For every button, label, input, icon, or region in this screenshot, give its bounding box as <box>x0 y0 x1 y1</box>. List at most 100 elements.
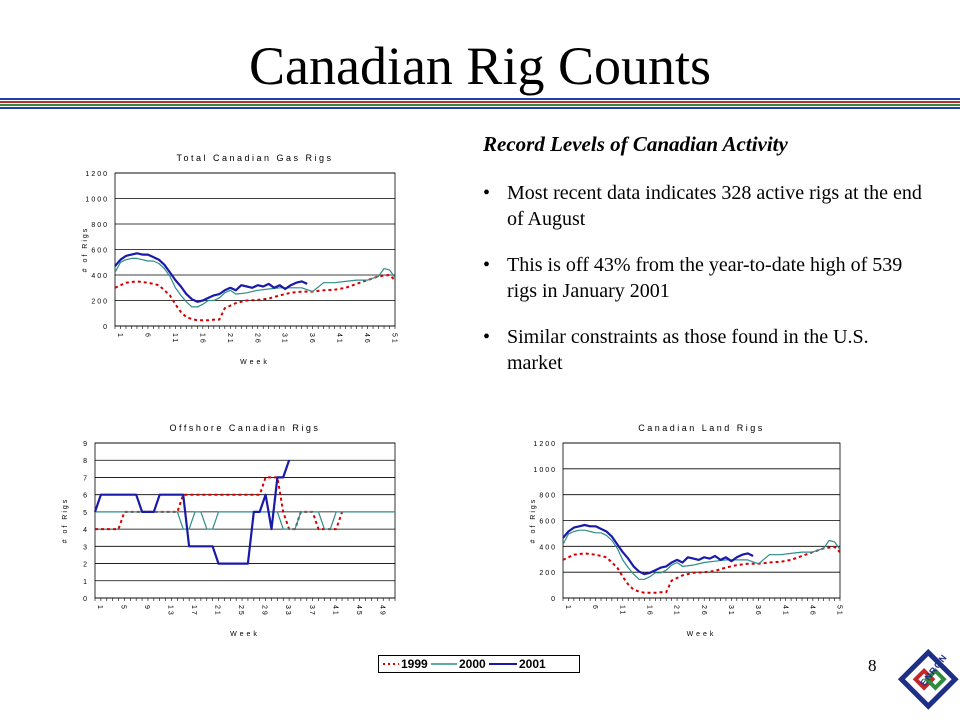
x-axis-label: Week <box>687 631 717 638</box>
y-tick-label: 200 <box>539 570 557 577</box>
x-tick-label: 21 <box>673 605 680 617</box>
y-tick-label: 8 <box>83 458 89 465</box>
land-rigs-chart: Canadian Land Rigs 0 200 400 600 800 1000 1200 1… <box>530 423 843 638</box>
x-tick-label: 51 <box>836 605 843 617</box>
title-rule <box>0 98 960 112</box>
chart-title: Total Canadian Gas Rigs <box>176 153 333 163</box>
x-tick-label: 5 <box>120 605 127 611</box>
series-line-2001 <box>562 523 754 576</box>
x-tick-label: 45 <box>355 605 362 617</box>
series-line-2000 <box>562 529 841 580</box>
legend-label-1999: 1999 <box>401 657 428 671</box>
series-line-1999 <box>114 274 396 322</box>
bullet-item: • This is off 43% from the year-to-date h… <box>483 252 923 304</box>
x-tick-label: 6 <box>143 333 150 339</box>
y-tick-label: 600 <box>539 519 557 526</box>
enron-logo-icon <box>898 648 959 710</box>
y-axis-label: # of Rigs <box>62 498 69 544</box>
y-axis-label: # of Rigs <box>530 498 537 544</box>
y-tick-label: 600 <box>91 248 109 255</box>
legend-keys: 1999 2000 2001 <box>383 657 546 671</box>
chart-title: Canadian Land Rigs <box>638 423 765 433</box>
y-tick-label: 400 <box>91 273 109 280</box>
bullet-list: • Most recent data indicates 328 active r… <box>483 180 923 396</box>
slide-title: Canadian Rig Counts <box>249 36 711 96</box>
page-number: 8 <box>868 656 877 675</box>
x-tick-label: 21 <box>226 333 233 345</box>
series-line-2000 <box>95 511 395 530</box>
y-tick-label: 7 <box>83 475 89 482</box>
rule-line-green <box>0 104 960 106</box>
x-tick-label: 11 <box>618 605 625 616</box>
y-tick-label: 200 <box>91 299 109 306</box>
y-tick-label: 3 <box>83 544 89 551</box>
bullet-text: Most recent data indicates 328 active ri… <box>507 182 922 230</box>
bullet-dot-icon: • <box>483 182 491 204</box>
plot-area <box>562 442 841 599</box>
x-tick-label: 26 <box>253 333 260 345</box>
y-tick-label: 6 <box>83 493 89 500</box>
bullet-item: • Most recent data indicates 328 active r… <box>483 180 923 232</box>
y-tick-label: 4 <box>83 527 89 534</box>
y-tick-label: 0 <box>83 596 89 603</box>
x-tick-label: 26 <box>700 605 707 617</box>
x-tick-label: 41 <box>781 605 788 617</box>
total-gas-rigs-chart: Total Canadian Gas Rigs 0 200 400 600 800 1000… <box>82 153 398 366</box>
y-tick-label: 1000 <box>533 467 557 474</box>
x-tick-label: 29 <box>261 605 268 617</box>
x-tick-label: 16 <box>645 605 652 617</box>
series-line-1999 <box>562 546 841 594</box>
series-line-1999 <box>95 476 344 531</box>
x-tick-label: 9 <box>143 605 150 611</box>
y-tick-label: 800 <box>539 493 557 500</box>
series-line-2000 <box>114 257 396 308</box>
x-tick-label: 49 <box>378 605 385 617</box>
x-tick-label: 25 <box>237 605 244 617</box>
legend-label-2001: 2001 <box>519 657 546 671</box>
x-tick-label: 46 <box>808 605 815 617</box>
y-tick-label: 400 <box>539 544 557 551</box>
rule-line-blue <box>0 98 960 100</box>
y-tick-label: 1200 <box>533 441 557 448</box>
x-tick-label: 6 <box>591 605 598 611</box>
y-axis-label: # of Rigs <box>82 227 89 273</box>
x-tick-label: 31 <box>281 333 288 345</box>
section-heading: Record Levels of Canadian Activity <box>483 132 788 156</box>
bullet-text: Similar constraints as those found in th… <box>507 326 869 374</box>
x-tick-label: 1 <box>116 333 123 339</box>
chart-legend: 1999 2000 2001 <box>378 655 580 673</box>
x-tick-label: 36 <box>754 605 761 617</box>
x-tick-label: 36 <box>308 333 315 345</box>
x-tick-label: 31 <box>727 605 734 617</box>
plot-area <box>94 442 396 599</box>
series-line-2001 <box>93 459 291 565</box>
y-tick-label: 0 <box>551 596 557 603</box>
chart-title: Offshore Canadian Rigs <box>170 423 321 433</box>
rule-line-red <box>0 101 960 103</box>
x-axis-label: Week <box>230 631 260 638</box>
bullet-dot-icon: • <box>483 326 491 348</box>
x-tick-label: 41 <box>331 605 338 617</box>
y-tick-label: 1000 <box>85 197 109 204</box>
x-tick-label: 17 <box>190 605 197 617</box>
x-axis-label: Week <box>240 359 270 366</box>
x-tick-label: 13 <box>167 605 174 617</box>
bullet-item: • Similar constraints as those found in t… <box>483 324 923 376</box>
x-tick-label: 16 <box>198 333 205 345</box>
x-tick-label: 11 <box>171 333 178 344</box>
y-tick-label: 1200 <box>85 171 109 178</box>
x-tick-label: 51 <box>391 333 398 345</box>
legend-label-2000: 2000 <box>459 657 486 671</box>
rule-line-blue-2 <box>0 107 960 109</box>
x-tick-label: 21 <box>214 605 221 617</box>
y-tick-label: 2 <box>83 562 89 569</box>
y-tick-label: 0 <box>103 324 109 331</box>
bullet-dot-icon: • <box>483 254 491 276</box>
y-tick-label: 800 <box>91 222 109 229</box>
x-tick-label: 46 <box>363 333 370 345</box>
plot-area <box>114 172 396 327</box>
y-tick-label: 9 <box>83 441 89 448</box>
series-line-2001 <box>114 252 308 303</box>
x-tick-label: 1 <box>564 605 571 611</box>
